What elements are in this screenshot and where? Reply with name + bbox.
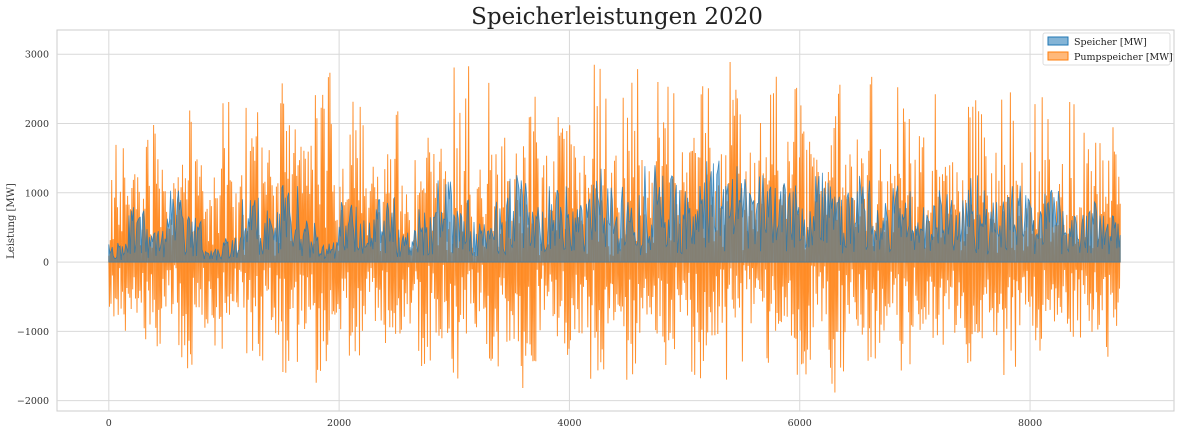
legend-label-speicher: Speicher [MW] [1074, 37, 1147, 48]
chart-title: Speicherleistungen 2020 [471, 4, 763, 30]
legend-swatch-pumpspeicher [1047, 51, 1069, 61]
y-tick-label: 3000 [25, 50, 49, 61]
legend-label-pumpspeicher: Pumpspeicher [MW] [1074, 52, 1173, 63]
legend-box [1042, 32, 1171, 66]
legend: Speicher [MW] Pumpspeicher [MW] [1042, 32, 1173, 66]
x-tick-label: 6000 [788, 418, 812, 429]
series-area-speicher [108, 160, 1121, 263]
x-tick-label: 0 [106, 418, 112, 429]
y-tick-label: −2000 [17, 396, 49, 407]
x-tick-labels: 0 2000 4000 6000 8000 [106, 418, 1042, 429]
y-axis-title: Leistung [MW] [6, 183, 17, 259]
y-tick-label: 2000 [25, 119, 49, 130]
x-tick-label: 2000 [327, 418, 351, 429]
x-tick-label: 4000 [557, 418, 581, 429]
y-tick-label: 1000 [25, 188, 49, 199]
series-layer [108, 61, 1121, 393]
y-tick-label: −1000 [17, 327, 49, 338]
x-tick-label: 8000 [1018, 418, 1042, 429]
y-tick-label: 0 [43, 258, 49, 269]
y-tick-labels: −2000 −1000 0 1000 2000 3000 [17, 50, 49, 407]
legend-swatch-speicher [1047, 36, 1069, 46]
